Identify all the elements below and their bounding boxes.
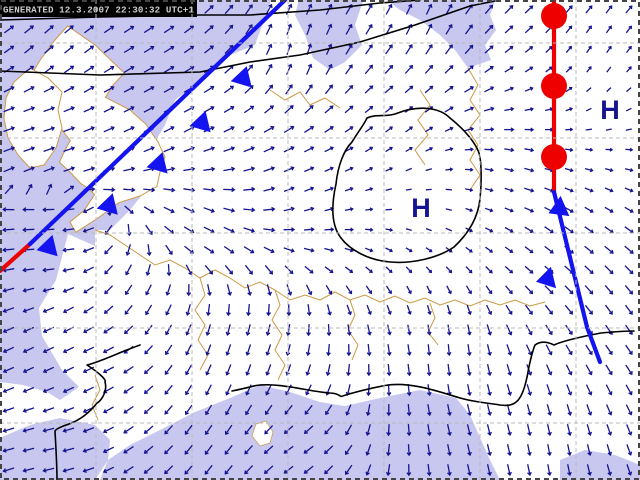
svg-text:GENERATED 12.3.2007 22:30:32 U: GENERATED 12.3.2007 22:30:32 UTC+1 — [3, 6, 195, 16]
svg-text:H: H — [411, 193, 431, 223]
svg-text:H: H — [600, 95, 620, 125]
